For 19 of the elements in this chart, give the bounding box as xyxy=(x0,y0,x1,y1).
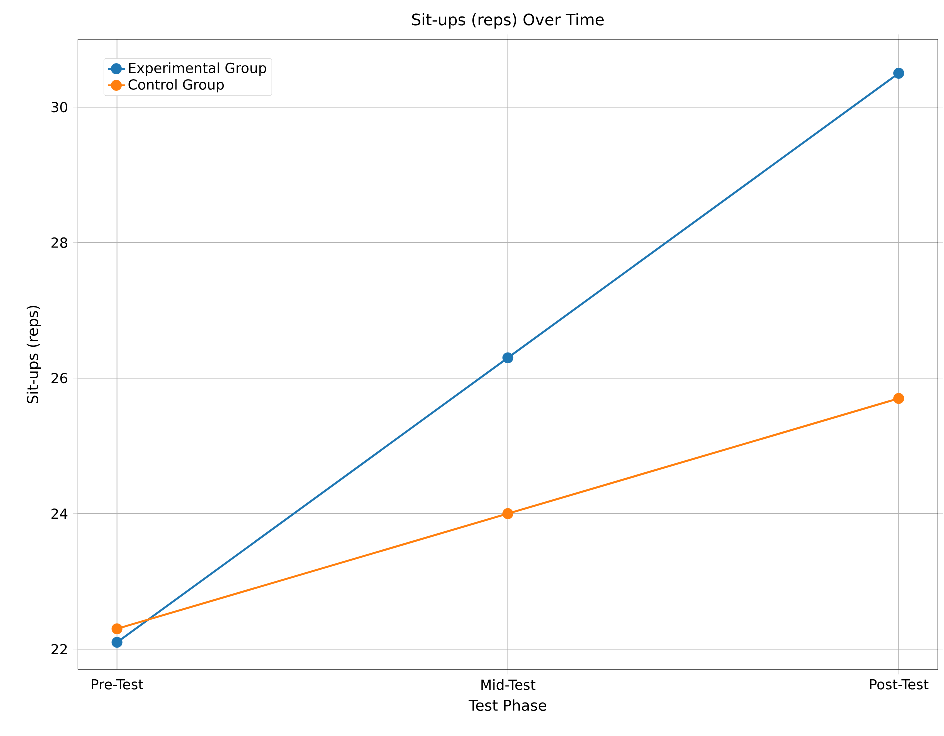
chart-title: Sit-ups (reps) Over Time xyxy=(412,13,604,29)
x-axis-title: Test Phase xyxy=(468,700,546,712)
y-tick-label: 22 xyxy=(52,644,68,654)
legend-label: Experimental Group xyxy=(129,62,266,76)
point xyxy=(894,68,904,79)
y-tick-label: 24 xyxy=(52,508,68,519)
y-tick-label: 26 xyxy=(52,373,68,384)
point xyxy=(112,637,123,648)
x-tick-label: Post-Test xyxy=(870,679,929,690)
point xyxy=(112,624,123,634)
x-tick-label: Pre-Test xyxy=(92,679,144,690)
point xyxy=(502,508,514,520)
y-tick-label: 30 xyxy=(52,102,68,113)
x-tick-label: Mid-Test xyxy=(482,679,536,690)
y-axis-title: Sit-ups (reps) xyxy=(26,306,42,404)
point xyxy=(894,393,904,404)
legend-label: Control Group xyxy=(128,79,224,93)
y-tick-label: 28 xyxy=(52,238,68,248)
point xyxy=(502,352,514,364)
